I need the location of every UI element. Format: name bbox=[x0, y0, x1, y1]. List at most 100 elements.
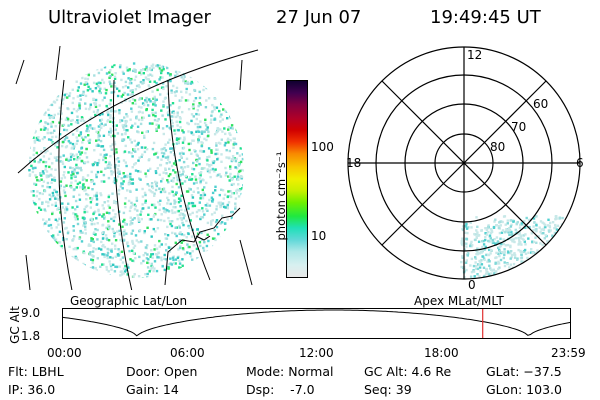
emission-dot bbox=[179, 217, 182, 220]
emission-dot bbox=[210, 196, 214, 199]
emission-dot bbox=[78, 102, 81, 105]
emission-dot bbox=[460, 260, 463, 264]
emission-dot bbox=[48, 218, 51, 221]
emission-dot bbox=[143, 230, 146, 233]
emission-dot bbox=[189, 188, 192, 191]
emission-dot bbox=[585, 239, 587, 241]
emission-dot bbox=[205, 81, 208, 85]
emission-dot bbox=[229, 266, 232, 269]
emission-dot bbox=[76, 115, 79, 118]
emission-dot bbox=[129, 93, 132, 96]
emission-dot bbox=[28, 84, 32, 87]
emission-dot bbox=[221, 83, 224, 86]
emission-dot bbox=[506, 219, 509, 222]
emission-dot bbox=[527, 218, 531, 222]
emission-dot bbox=[79, 132, 82, 136]
emission-dot bbox=[88, 141, 91, 144]
emission-dot bbox=[128, 99, 131, 103]
emission-dot bbox=[565, 288, 567, 290]
emission-dot bbox=[170, 164, 174, 168]
emission-dot bbox=[200, 238, 204, 241]
status-glon: GLon: 103.0 bbox=[486, 382, 562, 397]
emission-dot bbox=[192, 115, 195, 118]
emission-dot bbox=[226, 270, 229, 273]
emission-dot bbox=[233, 75, 236, 78]
emission-dot bbox=[100, 145, 103, 148]
emission-dot bbox=[203, 167, 206, 170]
emission-dot bbox=[167, 216, 170, 220]
emission-dot bbox=[159, 190, 163, 194]
emission-dot bbox=[163, 257, 166, 260]
emission-dot bbox=[136, 125, 140, 128]
emission-dot bbox=[134, 257, 137, 260]
emission-dot bbox=[578, 223, 580, 226]
emission-dot bbox=[161, 265, 164, 268]
emission-dot bbox=[499, 276, 503, 279]
emission-dot bbox=[198, 162, 201, 166]
emission-dot bbox=[211, 167, 215, 171]
emission-dot bbox=[147, 258, 150, 261]
emission-dot bbox=[130, 107, 133, 110]
emission-dot bbox=[53, 95, 57, 98]
emission-dot bbox=[155, 128, 158, 131]
emission-dot bbox=[110, 268, 113, 271]
emission-dot bbox=[212, 161, 215, 165]
emission-dot bbox=[106, 254, 109, 257]
emission-dot bbox=[511, 240, 514, 243]
emission-dot bbox=[214, 238, 217, 242]
emission-dot bbox=[95, 144, 98, 147]
emission-dot bbox=[95, 68, 99, 71]
emission-dot bbox=[527, 283, 529, 285]
emission-dot bbox=[216, 246, 220, 249]
emission-dot bbox=[559, 249, 562, 252]
emission-dot bbox=[494, 218, 497, 221]
emission-dot bbox=[230, 67, 233, 70]
emission-dot bbox=[34, 174, 37, 177]
emission-dot bbox=[29, 220, 33, 223]
emission-dot bbox=[523, 274, 526, 278]
emission-dot bbox=[214, 220, 218, 224]
emission-dot bbox=[169, 104, 172, 107]
emission-dot bbox=[549, 282, 551, 284]
emission-dot bbox=[37, 272, 40, 276]
emission-dot bbox=[233, 157, 236, 160]
emission-dot bbox=[177, 209, 180, 213]
emission-dot bbox=[71, 262, 74, 266]
emission-dot bbox=[206, 209, 209, 212]
emission-dot bbox=[138, 98, 141, 101]
emission-dot bbox=[583, 226, 585, 228]
emission-dot bbox=[547, 253, 551, 256]
emission-dot bbox=[50, 103, 54, 107]
emission-dot bbox=[76, 258, 79, 262]
emission-dot bbox=[144, 175, 148, 178]
emission-dot bbox=[93, 74, 96, 77]
emission-dot bbox=[476, 231, 479, 234]
emission-dot bbox=[222, 70, 226, 74]
emission-dot bbox=[215, 272, 218, 275]
emission-dot bbox=[242, 237, 244, 240]
emission-dot bbox=[198, 172, 201, 175]
emission-dot bbox=[130, 110, 134, 113]
emission-dot bbox=[553, 275, 556, 278]
emission-dot bbox=[484, 236, 487, 239]
emission-dot bbox=[503, 261, 506, 264]
emission-dot bbox=[223, 233, 226, 236]
emission-dot bbox=[142, 68, 145, 71]
emission-dot bbox=[71, 133, 75, 136]
emission-dot bbox=[90, 237, 93, 240]
emission-dot bbox=[230, 183, 234, 186]
emission-dot bbox=[174, 193, 177, 196]
emission-dot bbox=[94, 266, 97, 270]
emission-dot bbox=[539, 265, 543, 268]
emission-dot bbox=[85, 192, 88, 196]
emission-dot bbox=[204, 204, 207, 207]
emission-dot bbox=[121, 261, 125, 264]
emission-dot bbox=[58, 276, 61, 278]
emission-dot bbox=[29, 156, 32, 160]
emission-dot bbox=[523, 240, 526, 243]
emission-dot bbox=[544, 223, 547, 227]
emission-dot bbox=[41, 263, 44, 267]
emission-dot bbox=[489, 237, 492, 240]
emission-dot bbox=[222, 266, 226, 269]
emission-dot bbox=[149, 167, 152, 170]
